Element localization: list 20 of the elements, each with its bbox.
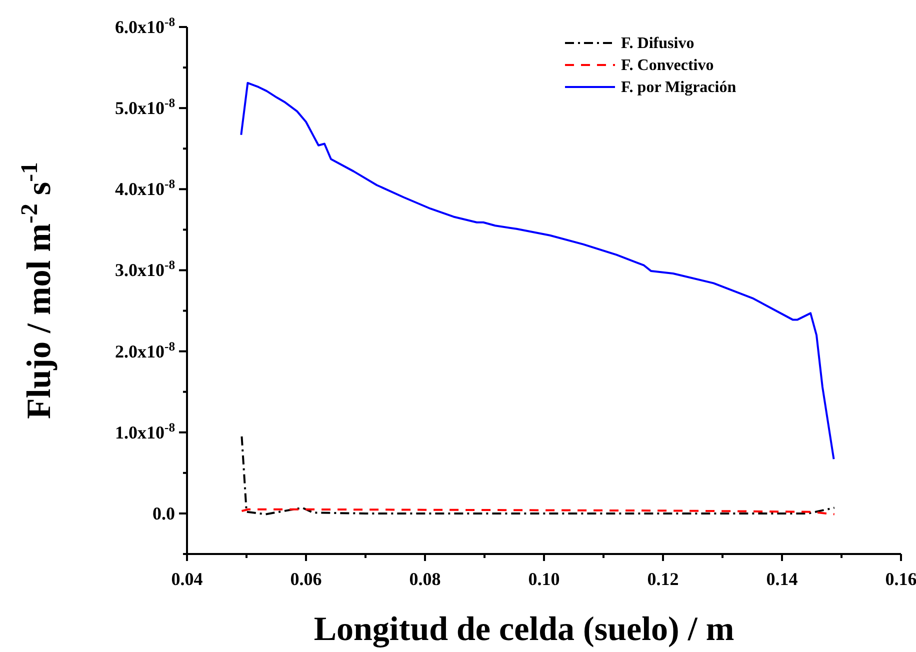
legend-label: F. Convectivo: [621, 57, 714, 74]
x-tick-label: 0.12: [647, 569, 679, 589]
y-tick-label: 5.0x10$^{-8}$: [115, 96, 175, 118]
y-tick-label: 1.0x10$^{-8}$: [115, 420, 175, 442]
legend-label: F. por Migración: [621, 79, 736, 96]
x-tick-label: 0.14: [766, 569, 798, 589]
y-tick-label: 4.0x10$^{-8}$: [115, 177, 175, 200]
y-tick-label: 6.0x10$^{-8}$: [115, 15, 175, 37]
y-tick-label: 0.0: [152, 503, 175, 524]
x-axis-title: Longitud de celda (suelo) / m: [314, 611, 734, 648]
x-tick-label: 0.08: [409, 569, 441, 589]
x-tick-label: 0.06: [290, 569, 322, 589]
x-tick-label: 0.04: [171, 569, 203, 589]
y-tick-label: 3.0x10$^{-8}$: [115, 258, 175, 280]
y-tick-label: 2.0x10$^{-8}$: [115, 339, 175, 362]
line-series: [240, 435, 836, 516]
text: 0.10: [528, 569, 560, 589]
legend-label: F. Difusivo: [621, 35, 694, 52]
x-tick-label: 0.16: [885, 569, 916, 589]
line-series: [240, 82, 835, 460]
